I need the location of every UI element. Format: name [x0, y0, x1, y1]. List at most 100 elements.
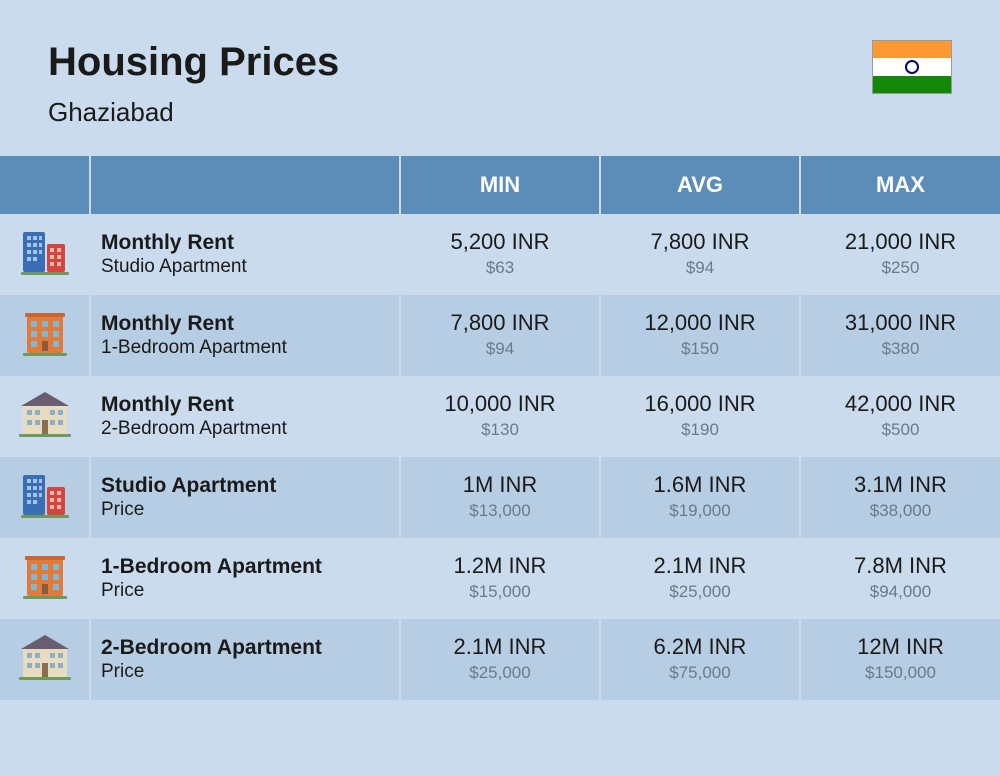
building-orange-icon [19, 344, 71, 361]
max-usd: $94,000 [811, 580, 990, 604]
max-usd: $500 [811, 418, 990, 442]
min-usd: $15,000 [411, 580, 589, 604]
max-inr: 3.1M INR [811, 472, 990, 498]
row-icon-cell [0, 295, 90, 376]
min-usd: $13,000 [411, 499, 589, 523]
pricing-table: MIN AVG MAX Monthly Rent Studio Apartmen… [0, 156, 1000, 700]
min-inr: 1M INR [411, 472, 589, 498]
max-inr: 12M INR [811, 634, 990, 660]
row-label-main: 1-Bedroom Apartment [101, 554, 389, 579]
row-min-cell: 5,200 INR $63 [400, 214, 600, 295]
row-avg-cell: 7,800 INR $94 [600, 214, 800, 295]
building-blue-red-icon [19, 506, 71, 523]
min-inr: 10,000 INR [411, 391, 589, 417]
max-inr: 31,000 INR [811, 310, 990, 336]
row-label-cell: 2-Bedroom Apartment Price [90, 619, 400, 700]
row-max-cell: 7.8M INR $94,000 [800, 538, 1000, 619]
row-label-sub: Price [101, 579, 389, 604]
page-title: Housing Prices [48, 40, 339, 85]
max-usd: $250 [811, 256, 990, 280]
india-flag-icon [872, 40, 952, 94]
table-row: Monthly Rent 2-Bedroom Apartment 10,000 … [0, 376, 1000, 457]
row-label-cell: Studio Apartment Price [90, 457, 400, 538]
row-label-main: Monthly Rent [101, 392, 389, 417]
row-label-sub: Studio Apartment [101, 255, 389, 280]
row-max-cell: 3.1M INR $38,000 [800, 457, 1000, 538]
table-row: Monthly Rent Studio Apartment 5,200 INR … [0, 214, 1000, 295]
row-avg-cell: 6.2M INR $75,000 [600, 619, 800, 700]
row-avg-cell: 12,000 INR $150 [600, 295, 800, 376]
table-row: 1-Bedroom Apartment Price 1.2M INR $15,0… [0, 538, 1000, 619]
row-max-cell: 21,000 INR $250 [800, 214, 1000, 295]
avg-usd: $150 [611, 337, 789, 361]
col-label [90, 156, 400, 214]
avg-usd: $25,000 [611, 580, 789, 604]
avg-usd: $94 [611, 256, 789, 280]
row-icon-cell [0, 376, 90, 457]
row-max-cell: 42,000 INR $500 [800, 376, 1000, 457]
table-row: Studio Apartment Price 1M INR $13,000 1.… [0, 457, 1000, 538]
building-orange-icon [19, 587, 71, 604]
max-inr: 42,000 INR [811, 391, 990, 417]
table-header-row: MIN AVG MAX [0, 156, 1000, 214]
max-inr: 21,000 INR [811, 229, 990, 255]
avg-inr: 12,000 INR [611, 310, 789, 336]
max-inr: 7.8M INR [811, 553, 990, 579]
row-avg-cell: 2.1M INR $25,000 [600, 538, 800, 619]
row-max-cell: 12M INR $150,000 [800, 619, 1000, 700]
row-label-main: Monthly Rent [101, 230, 389, 255]
row-label-sub: 2-Bedroom Apartment [101, 417, 389, 442]
city-name: Ghaziabad [48, 97, 339, 128]
row-avg-cell: 16,000 INR $190 [600, 376, 800, 457]
avg-inr: 7,800 INR [611, 229, 789, 255]
min-usd: $94 [411, 337, 589, 361]
table-row: Monthly Rent 1-Bedroom Apartment 7,800 I… [0, 295, 1000, 376]
col-avg: AVG [600, 156, 800, 214]
row-label-cell: Monthly Rent Studio Apartment [90, 214, 400, 295]
min-inr: 1.2M INR [411, 553, 589, 579]
max-usd: $150,000 [811, 661, 990, 685]
row-icon-cell [0, 214, 90, 295]
row-label-cell: Monthly Rent 1-Bedroom Apartment [90, 295, 400, 376]
building-beige-icon [17, 425, 73, 442]
max-usd: $380 [811, 337, 990, 361]
min-inr: 5,200 INR [411, 229, 589, 255]
row-min-cell: 1M INR $13,000 [400, 457, 600, 538]
header: Housing Prices Ghaziabad [0, 0, 1000, 156]
avg-usd: $190 [611, 418, 789, 442]
col-min: MIN [400, 156, 600, 214]
row-min-cell: 10,000 INR $130 [400, 376, 600, 457]
table-row: 2-Bedroom Apartment Price 2.1M INR $25,0… [0, 619, 1000, 700]
building-blue-red-icon [19, 263, 71, 280]
row-label-cell: 1-Bedroom Apartment Price [90, 538, 400, 619]
row-min-cell: 7,800 INR $94 [400, 295, 600, 376]
row-max-cell: 31,000 INR $380 [800, 295, 1000, 376]
row-icon-cell [0, 538, 90, 619]
row-label-main: Monthly Rent [101, 311, 389, 336]
col-icon [0, 156, 90, 214]
row-label-sub: Price [101, 660, 389, 685]
building-beige-icon [17, 668, 73, 685]
min-usd: $25,000 [411, 661, 589, 685]
col-max: MAX [800, 156, 1000, 214]
row-label-main: Studio Apartment [101, 473, 389, 498]
max-usd: $38,000 [811, 499, 990, 523]
avg-inr: 1.6M INR [611, 472, 789, 498]
avg-inr: 16,000 INR [611, 391, 789, 417]
avg-inr: 2.1M INR [611, 553, 789, 579]
min-usd: $63 [411, 256, 589, 280]
avg-usd: $75,000 [611, 661, 789, 685]
avg-inr: 6.2M INR [611, 634, 789, 660]
row-icon-cell [0, 619, 90, 700]
row-label-sub: 1-Bedroom Apartment [101, 336, 389, 361]
row-icon-cell [0, 457, 90, 538]
row-min-cell: 1.2M INR $15,000 [400, 538, 600, 619]
row-label-main: 2-Bedroom Apartment [101, 635, 389, 660]
header-text: Housing Prices Ghaziabad [48, 40, 339, 128]
avg-usd: $19,000 [611, 499, 789, 523]
row-label-cell: Monthly Rent 2-Bedroom Apartment [90, 376, 400, 457]
min-usd: $130 [411, 418, 589, 442]
min-inr: 2.1M INR [411, 634, 589, 660]
row-min-cell: 2.1M INR $25,000 [400, 619, 600, 700]
min-inr: 7,800 INR [411, 310, 589, 336]
